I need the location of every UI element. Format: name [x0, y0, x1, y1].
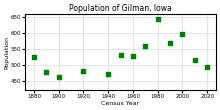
Point [181, 33, 184, 35]
Point [168, 42, 172, 43]
Point [32, 56, 36, 57]
Title: Population of Gilman, Iowa: Population of Gilman, Iowa [69, 4, 172, 13]
Point [106, 73, 110, 75]
Point [193, 59, 196, 61]
Y-axis label: Population: Population [4, 36, 9, 69]
Point [143, 45, 147, 47]
Point [119, 54, 122, 56]
Point [69, 99, 73, 101]
Point [82, 70, 85, 72]
Point [205, 66, 209, 68]
Point [131, 55, 135, 57]
Point [94, 93, 97, 94]
Point [57, 76, 61, 78]
Point [156, 18, 160, 20]
Point [44, 71, 48, 72]
X-axis label: Census Year: Census Year [101, 101, 140, 106]
